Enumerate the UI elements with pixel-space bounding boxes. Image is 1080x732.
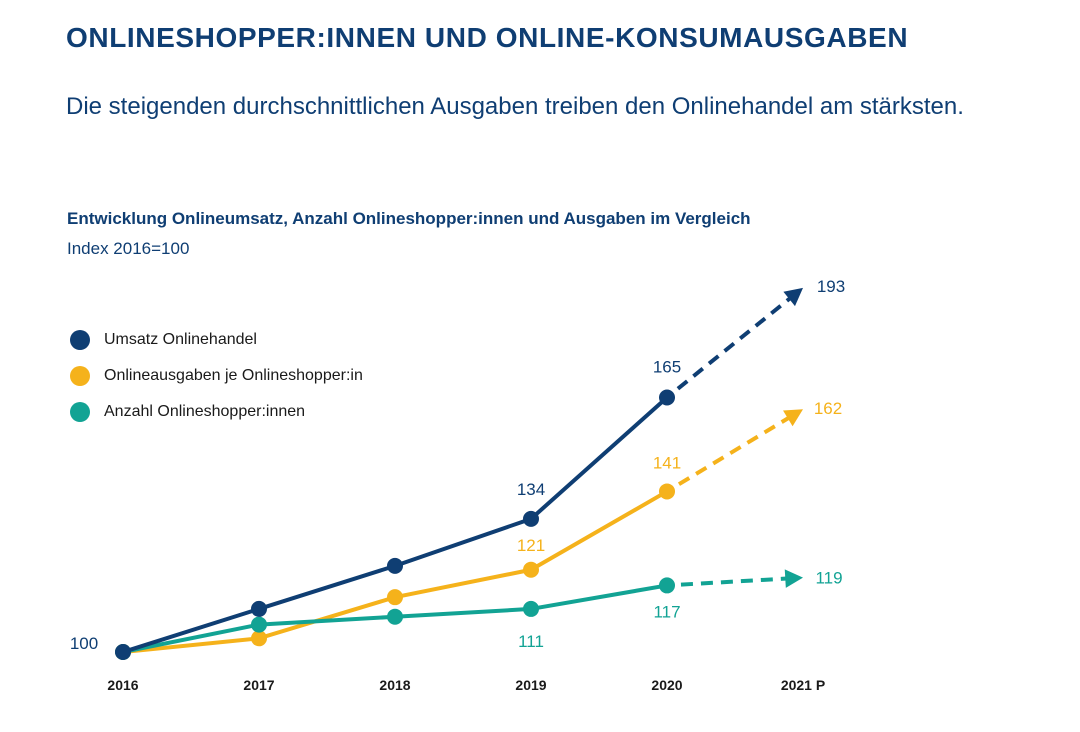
legend-item-shopper: Anzahl Onlineshopper:innen <box>70 394 363 430</box>
data-point-ausgaben <box>387 589 403 606</box>
data-point-shopper <box>251 616 267 633</box>
legend-label-shopper: Anzahl Onlineshopper:innen <box>104 403 306 420</box>
data-label-umsatz: 193 <box>817 277 845 296</box>
chart-subtitle: Index 2016=100 <box>67 239 190 258</box>
data-point-umsatz <box>387 557 403 574</box>
page-title: ONLINESHOPPER:INNEN UND ONLINE-KONSUMAUS… <box>66 22 909 53</box>
forecast-arrow-shopper <box>784 569 803 588</box>
data-label-shopper: 119 <box>815 569 842 588</box>
data-point-umsatz <box>659 389 675 406</box>
data-point-ausgaben <box>251 630 267 647</box>
forecast-arrow-ausgaben <box>783 409 803 427</box>
data-label-ausgaben: 121 <box>517 536 545 555</box>
data-point-ausgaben <box>523 561 539 578</box>
forecast-line-shopper <box>680 576 788 587</box>
legend-item-umsatz: Umsatz Onlinehandel <box>70 322 363 358</box>
page-subtitle: Die steigenden durchschnittlichen Ausgab… <box>66 93 964 120</box>
x-tick-label: 2018 <box>379 677 410 693</box>
legend-dot-ausgaben <box>70 366 90 386</box>
x-tick-label: 2020 <box>651 677 682 693</box>
legend-dot-umsatz <box>70 330 90 350</box>
legend-label-ausgaben: Onlineausgaben je Onlineshopper:in <box>104 367 363 384</box>
forecast-arrow-umsatz <box>783 287 803 307</box>
data-label-ausgaben: 141 <box>653 453 681 472</box>
x-tick-label: 2019 <box>515 677 546 693</box>
chart-title: Entwicklung Onlineumsatz, Anzahl Onlines… <box>67 209 751 228</box>
data-label-ausgaben: 162 <box>814 399 842 418</box>
data-point-umsatz <box>115 644 131 660</box>
data-label-shopper: 111 <box>518 632 544 651</box>
x-tick-label: 2017 <box>243 677 274 693</box>
data-point-umsatz <box>523 510 539 527</box>
data-point-umsatz <box>251 600 267 617</box>
data-point-ausgaben <box>659 483 675 500</box>
data-label-umsatz: 134 <box>517 480 545 499</box>
legend: Umsatz Onlinehandel Onlineausgaben je On… <box>70 322 363 430</box>
base-value-label: 100 <box>70 634 98 653</box>
data-point-shopper <box>659 577 675 594</box>
legend-dot-shopper <box>70 402 90 422</box>
x-tick-label: 2016 <box>107 677 138 693</box>
data-label-umsatz: 165 <box>653 357 681 376</box>
data-label-shopper: 117 <box>653 602 680 621</box>
data-point-shopper <box>523 600 539 617</box>
legend-item-ausgaben: Onlineausgaben je Onlineshopper:in <box>70 358 363 394</box>
x-tick-label: 2021 P <box>781 677 825 693</box>
forecast-line-umsatz <box>676 296 792 391</box>
forecast-line-ausgaben <box>677 415 791 486</box>
legend-label-umsatz: Umsatz Onlinehandel <box>104 331 257 348</box>
data-point-shopper <box>387 608 403 625</box>
